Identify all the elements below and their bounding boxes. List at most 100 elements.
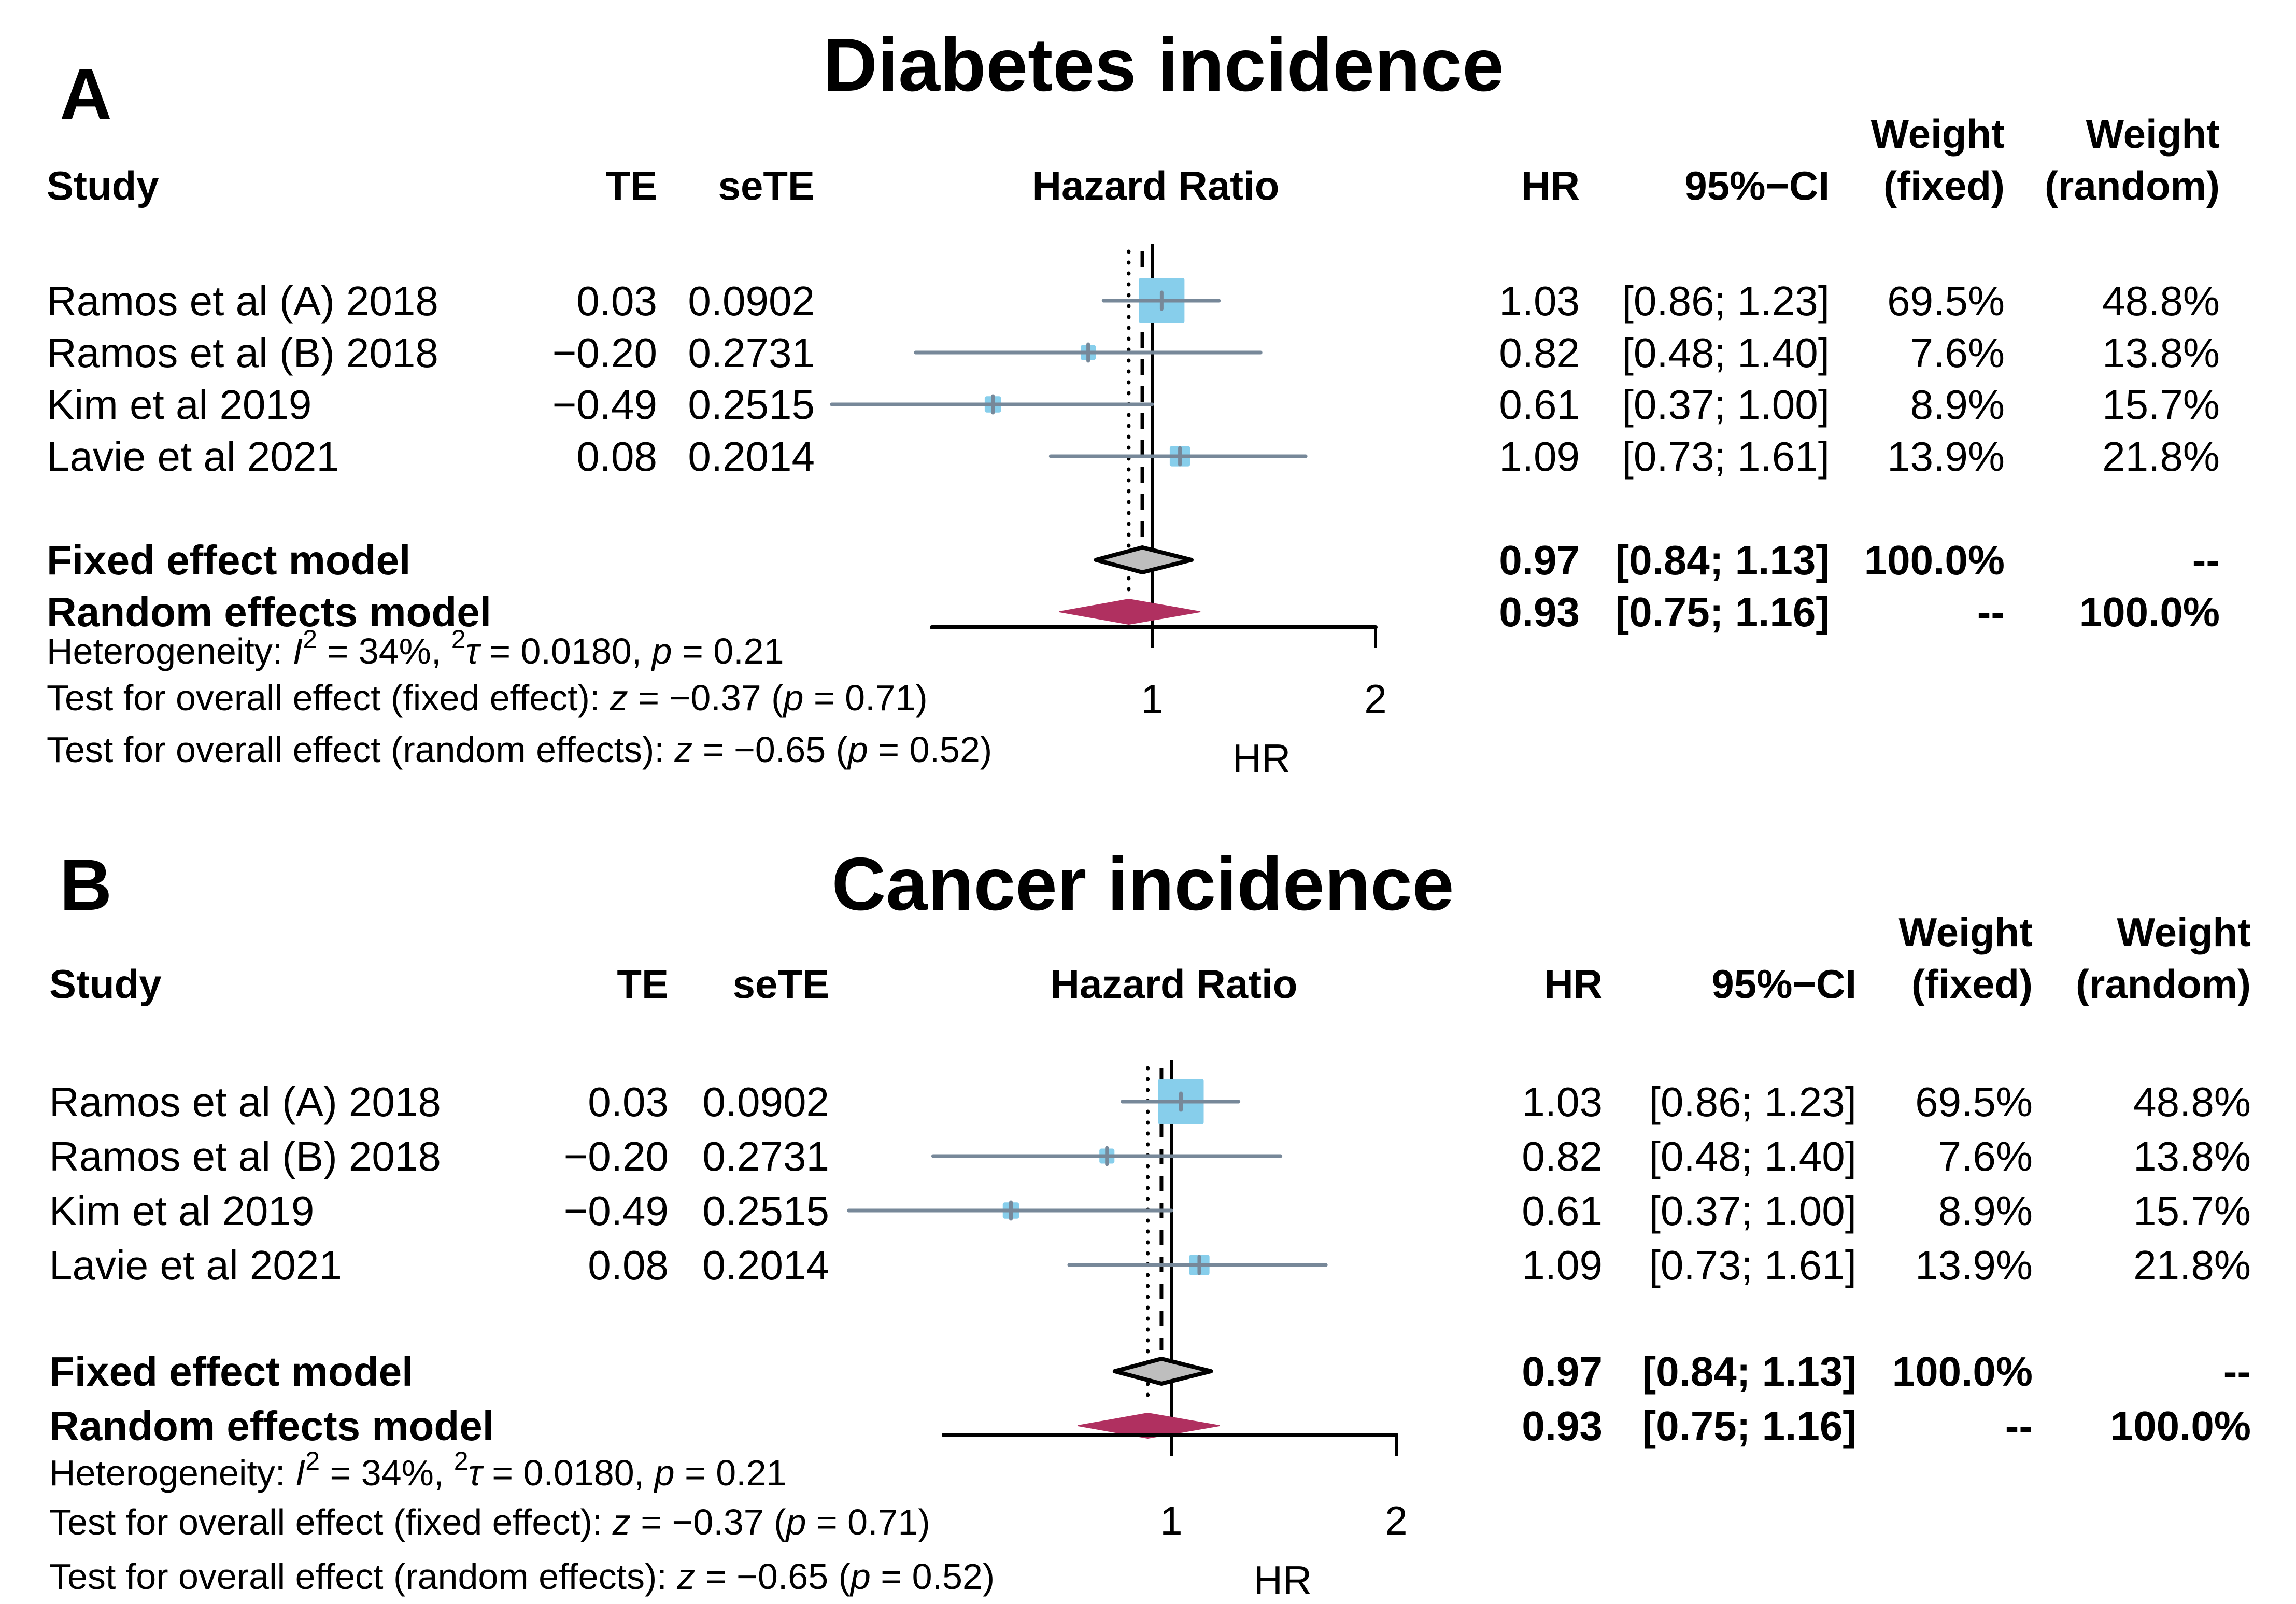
study-sete: 0.0902 (688, 278, 815, 324)
fixed-model-weight-fixed: 100.0% (1892, 1348, 2033, 1395)
study-sete: 0.2515 (688, 382, 815, 428)
x-tick-label: 1 (1160, 1498, 1182, 1543)
random-model-label: Random effects model (49, 1403, 494, 1449)
study-te: 0.08 (576, 433, 657, 480)
panel-title: Cancer incidence (832, 842, 1454, 926)
header-sete: seTE (718, 163, 815, 208)
study-weight-random: 15.7% (2102, 382, 2220, 428)
panel-label: A (60, 53, 112, 135)
study-row: Kim et al 2019 −0.49 0.2515 0.61 [0.37; 1.00… (49, 1188, 2251, 1234)
fixed-model-weight-fixed: 100.0% (1864, 537, 2005, 583)
study-name: Lavie et al 2021 (49, 1242, 342, 1288)
header-weight-fixed-line1: Weight (1898, 909, 2033, 955)
fixed-effect-diamond (1094, 545, 1194, 574)
study-row: Ramos et al (B) 2018 −0.20 0.2731 0.82 [0.48… (49, 1133, 2251, 1179)
study-weight-fixed: 69.5% (1915, 1079, 2033, 1125)
x-axis-label: HR (1232, 736, 1291, 781)
study-hr: 1.09 (1522, 1242, 1603, 1288)
test-overall-fixed-text: Test for overall effect (fixed effect): … (49, 1502, 930, 1542)
study-name: Ramos et al (B) 2018 (49, 1133, 441, 1179)
header-weight-fixed-line2: (fixed) (1883, 163, 2005, 208)
random-model-ci: [0.75; 1.16] (1615, 589, 1830, 635)
test-overall-random-text: Test for overall effect (random effects)… (47, 729, 992, 770)
study-hr: 1.03 (1522, 1079, 1603, 1125)
test-overall-fixed-text: Test for overall effect (fixed effect): … (47, 678, 928, 718)
study-sete: 0.0902 (702, 1079, 829, 1125)
fixed-model-label: Fixed effect model (49, 1348, 413, 1395)
random-model-hr: 0.93 (1499, 589, 1580, 635)
study-row: Ramos et al (A) 2018 0.03 0.0902 1.03 [0.86;… (49, 1079, 2251, 1125)
header-te: TE (617, 961, 669, 1007)
study-ci: [0.86; 1.23] (1649, 1079, 1856, 1125)
heterogeneity-text: Heterogeneity: I2 = 34%, 2τ = 0.0180, p … (47, 625, 784, 671)
study-ci: [0.48; 1.40] (1649, 1133, 1856, 1179)
panel-title: Diabetes incidence (823, 23, 1504, 107)
header-ci: 95%−CI (1684, 163, 1830, 208)
x-tick-label: 2 (1385, 1498, 1407, 1543)
x-axis-label: HR (1254, 1557, 1312, 1603)
fixed-effect-row: Fixed effect model 0.97 [0.84; 1.13] 100.0%… (47, 537, 2220, 583)
random-model-weight-random: 100.0% (2110, 1403, 2251, 1449)
study-te: −0.49 (564, 1188, 669, 1234)
study-name: Kim et al 2019 (47, 382, 311, 428)
forest-panel-a: A Diabetes incidence Study TE seTE Hazard Rat… (47, 23, 2220, 781)
study-sete: 0.2014 (702, 1242, 829, 1288)
header-sete: seTE (733, 961, 829, 1007)
header-te: TE (605, 163, 657, 208)
random-model-ci: [0.75; 1.16] (1642, 1403, 1856, 1449)
study-weight-random: 48.8% (2133, 1079, 2251, 1125)
study-weight-fixed: 7.6% (1938, 1133, 2033, 1179)
random-effect-row: Random effects model 0.93 [0.75; 1.16] -- 10… (49, 1403, 2251, 1449)
study-ci: [0.37; 1.00] (1622, 382, 1830, 428)
study-hr: 0.61 (1522, 1188, 1603, 1234)
random-effect-row: Random effects model 0.93 [0.75; 1.16] -- 10… (47, 589, 2220, 635)
header-hazard-ratio: Hazard Ratio (1051, 961, 1298, 1007)
study-sete: 0.2515 (702, 1188, 829, 1234)
random-model-weight-fixed: -- (1977, 589, 2005, 635)
study-weight-fixed: 8.9% (1910, 382, 2005, 428)
random-effect-diamond (1059, 599, 1201, 625)
study-name: Ramos et al (A) 2018 (47, 278, 438, 324)
random-model-weight-random: 100.0% (2079, 589, 2220, 635)
header-study: Study (47, 163, 159, 208)
study-sete: 0.2014 (688, 433, 815, 480)
random-model-hr: 0.93 (1522, 1403, 1603, 1449)
fixed-model-weight-random: -- (2192, 537, 2220, 583)
study-name: Lavie et al 2021 (47, 433, 339, 480)
fixed-model-ci: [0.84; 1.13] (1642, 1348, 1856, 1395)
study-name: Kim et al 2019 (49, 1188, 314, 1234)
fixed-model-ci: [0.84; 1.13] (1615, 537, 1830, 583)
test-overall-random-text: Test for overall effect (random effects)… (49, 1556, 995, 1597)
study-weight-random: 48.8% (2102, 278, 2220, 324)
study-weight-random: 21.8% (2102, 433, 2220, 480)
study-te: 0.03 (576, 278, 657, 324)
study-hr: 1.03 (1499, 278, 1580, 324)
study-sete: 0.2731 (702, 1133, 829, 1179)
fixed-model-weight-random: -- (2223, 1348, 2251, 1395)
study-row: Ramos et al (A) 2018 0.03 0.0902 1.03 [0.86;… (47, 278, 2220, 324)
study-weight-fixed: 8.9% (1938, 1188, 2033, 1234)
header-ci: 95%−CI (1711, 961, 1856, 1007)
study-ci: [0.73; 1.61] (1622, 433, 1830, 480)
header-study: Study (49, 961, 162, 1007)
study-weight-random: 21.8% (2133, 1242, 2251, 1288)
header-weight-random-line1: Weight (2086, 111, 2220, 157)
study-sete: 0.2731 (688, 330, 815, 376)
forest-panel-b: B Cancer incidence Study TE seTE Hazard Ratio… (49, 842, 2251, 1603)
study-row: Lavie et al 2021 0.08 0.2014 1.09 [0.73; 1.6… (49, 1242, 2251, 1288)
study-te: −0.20 (552, 330, 657, 376)
header-weight-random-line2: (random) (2045, 163, 2220, 208)
random-model-label: Random effects model (47, 589, 491, 635)
study-weight-random: 13.8% (2133, 1133, 2251, 1179)
study-hr: 1.09 (1499, 433, 1580, 480)
heterogeneity-text: Heterogeneity: I2 = 34%, 2τ = 0.0180, p … (49, 1446, 787, 1493)
header-weight-random-line2: (random) (2076, 961, 2251, 1007)
fixed-effect-row: Fixed effect model 0.97 [0.84; 1.13] 100.0%… (49, 1348, 2251, 1395)
study-row: Lavie et al 2021 0.08 0.2014 1.09 [0.73; 1.6… (47, 433, 2220, 480)
study-weight-random: 15.7% (2133, 1188, 2251, 1234)
study-te: 0.08 (588, 1242, 669, 1288)
panel-label: B (60, 844, 112, 925)
study-te: −0.20 (564, 1133, 669, 1179)
study-row: Ramos et al (B) 2018 −0.20 0.2731 0.82 [0.48… (47, 330, 2220, 376)
